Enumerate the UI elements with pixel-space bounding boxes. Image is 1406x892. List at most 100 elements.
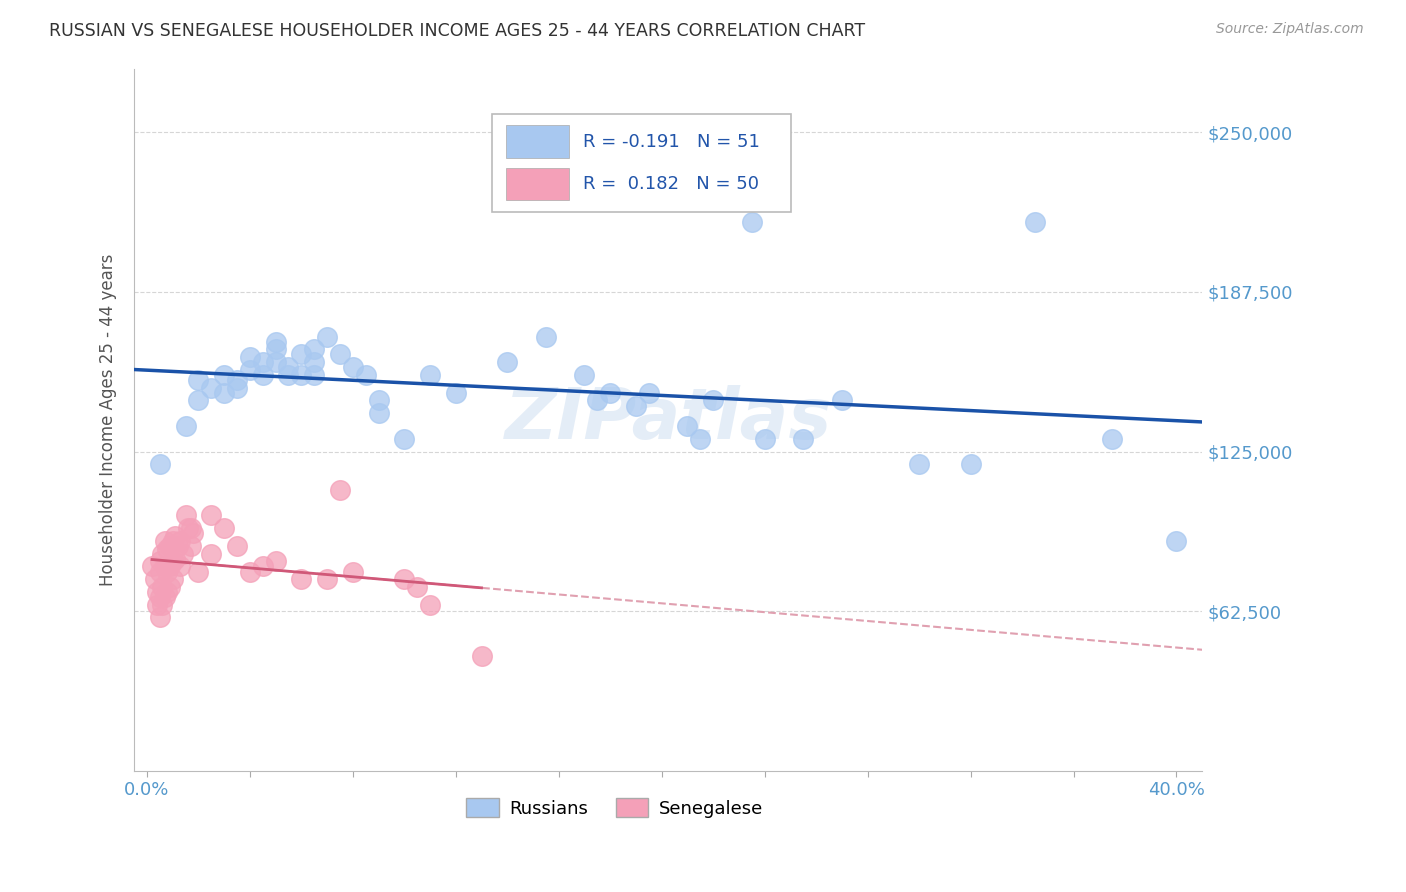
Point <box>146 585 169 599</box>
Point <box>534 329 557 343</box>
Point <box>1024 215 1046 229</box>
Point <box>676 419 699 434</box>
Point <box>159 559 181 574</box>
Point <box>180 539 202 553</box>
Point <box>406 580 429 594</box>
Point <box>153 590 176 604</box>
Point <box>444 385 467 400</box>
Point <box>181 526 204 541</box>
Point <box>277 368 299 382</box>
Point <box>212 521 235 535</box>
Point <box>162 572 184 586</box>
Point <box>624 399 647 413</box>
Text: Source: ZipAtlas.com: Source: ZipAtlas.com <box>1216 22 1364 37</box>
Text: ZIPatlas: ZIPatlas <box>505 385 832 454</box>
Point <box>156 565 179 579</box>
Point <box>239 565 262 579</box>
Point <box>153 533 176 548</box>
Point <box>470 648 492 663</box>
Point <box>156 541 179 556</box>
Point <box>419 368 441 382</box>
Point <box>180 521 202 535</box>
Point <box>187 393 209 408</box>
Point <box>637 385 659 400</box>
Point <box>150 580 173 594</box>
Point <box>741 215 763 229</box>
Point <box>264 334 287 349</box>
Point <box>150 598 173 612</box>
Point <box>252 368 274 382</box>
Point <box>187 565 209 579</box>
Point <box>342 565 364 579</box>
Point <box>290 368 312 382</box>
Text: R =  0.182   N = 50: R = 0.182 N = 50 <box>582 175 759 193</box>
Point <box>159 580 181 594</box>
FancyBboxPatch shape <box>492 114 792 212</box>
Point <box>153 559 176 574</box>
Point <box>174 419 197 434</box>
Point <box>174 508 197 523</box>
Point <box>149 554 172 568</box>
Point <box>141 559 163 574</box>
Point <box>689 432 711 446</box>
Point <box>149 590 172 604</box>
FancyBboxPatch shape <box>506 126 569 158</box>
Point <box>831 393 853 408</box>
Point <box>149 458 172 472</box>
Point <box>367 406 389 420</box>
Point <box>200 547 222 561</box>
FancyBboxPatch shape <box>506 168 569 200</box>
Point <box>264 355 287 369</box>
Point <box>290 572 312 586</box>
Point <box>239 363 262 377</box>
Point <box>302 368 325 382</box>
Point <box>149 610 172 624</box>
Point <box>162 533 184 548</box>
Point <box>394 432 416 446</box>
Legend: Russians, Senegalese: Russians, Senegalese <box>458 790 770 825</box>
Point <box>150 547 173 561</box>
Point <box>290 347 312 361</box>
Point <box>169 533 191 548</box>
Point <box>394 572 416 586</box>
Point <box>149 565 172 579</box>
Point <box>354 368 377 382</box>
Point <box>329 483 352 497</box>
Point <box>342 360 364 375</box>
Point <box>226 373 249 387</box>
Point <box>277 360 299 375</box>
Point <box>159 539 181 553</box>
Point <box>252 355 274 369</box>
Point <box>496 355 519 369</box>
Text: RUSSIAN VS SENEGALESE HOUSEHOLDER INCOME AGES 25 - 44 YEARS CORRELATION CHART: RUSSIAN VS SENEGALESE HOUSEHOLDER INCOME… <box>49 22 865 40</box>
Point <box>574 368 596 382</box>
Point <box>226 381 249 395</box>
Point <box>1101 432 1123 446</box>
Point <box>162 554 184 568</box>
Text: R = -0.191   N = 51: R = -0.191 N = 51 <box>582 133 759 151</box>
Point <box>329 347 352 361</box>
Point <box>172 547 194 561</box>
Point <box>239 350 262 364</box>
Y-axis label: Householder Income Ages 25 - 44 years: Householder Income Ages 25 - 44 years <box>100 253 117 586</box>
Point <box>156 585 179 599</box>
Point <box>792 432 814 446</box>
Point <box>212 385 235 400</box>
Point <box>1166 533 1188 548</box>
Point <box>169 559 191 574</box>
Point <box>166 539 188 553</box>
Point <box>264 343 287 357</box>
Point <box>252 559 274 574</box>
Point <box>599 385 621 400</box>
Point <box>419 598 441 612</box>
Point <box>143 572 166 586</box>
Point <box>187 373 209 387</box>
Point <box>367 393 389 408</box>
Point <box>302 355 325 369</box>
Point <box>165 529 187 543</box>
Point <box>264 554 287 568</box>
Point <box>302 343 325 357</box>
Point <box>959 458 981 472</box>
Point <box>200 381 222 395</box>
Point <box>165 551 187 566</box>
